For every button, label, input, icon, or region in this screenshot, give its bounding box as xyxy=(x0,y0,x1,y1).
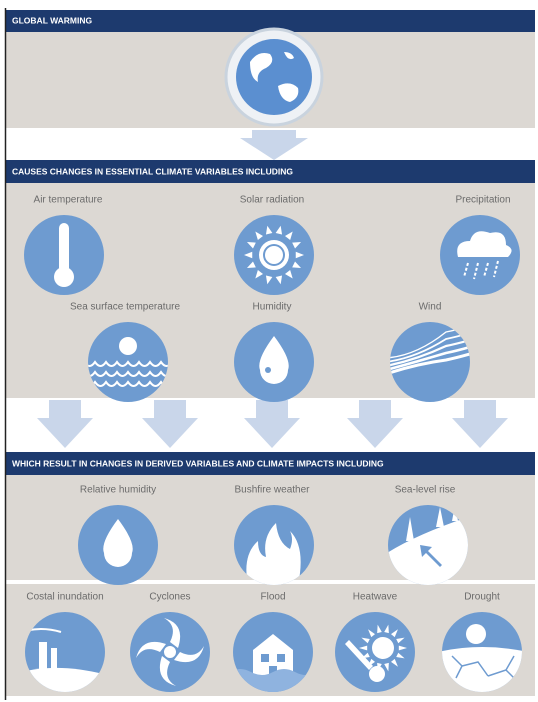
sun xyxy=(119,337,137,355)
house xyxy=(253,634,293,676)
continent xyxy=(250,52,299,102)
land xyxy=(25,667,105,692)
icon-label: Heatwave xyxy=(353,592,398,603)
section-title: CAUSES CHANGES IN ESSENTIAL CLIMATE VARI… xyxy=(12,166,293,176)
header-bar xyxy=(5,10,535,32)
icon-label: Air temperature xyxy=(34,195,103,206)
icon xyxy=(233,634,313,692)
icon-label: Sea-level rise xyxy=(395,485,456,496)
bulb xyxy=(369,666,385,682)
cloud xyxy=(457,231,512,257)
icon-label: Bushfire weather xyxy=(234,485,310,496)
icon-label: Costal inundation xyxy=(26,592,103,603)
icon-label: Flood xyxy=(260,592,285,603)
section-title: WHICH RESULT IN CHANGES IN DERIVED VARIA… xyxy=(12,458,384,468)
arrow xyxy=(37,400,93,448)
thermometer xyxy=(345,640,373,670)
icon xyxy=(88,337,168,387)
sun-rays xyxy=(359,624,407,672)
cracks xyxy=(451,655,517,681)
arrow xyxy=(452,400,508,448)
icon xyxy=(136,618,204,686)
icon xyxy=(54,223,74,287)
globe xyxy=(236,39,312,115)
icon xyxy=(25,628,105,692)
sun-inner xyxy=(265,246,283,264)
arrow xyxy=(244,400,300,448)
flame xyxy=(246,523,301,585)
header-bar xyxy=(5,452,535,475)
arrow xyxy=(142,400,198,448)
wind xyxy=(390,352,470,376)
wave xyxy=(88,360,168,367)
cyclone xyxy=(136,618,204,686)
rain xyxy=(463,260,499,280)
icon xyxy=(103,519,133,567)
highlight xyxy=(265,367,271,373)
wave xyxy=(88,380,168,387)
arrow xyxy=(347,400,403,448)
icon xyxy=(259,336,289,384)
icon-label: Relative humidity xyxy=(80,485,156,496)
icon-label: Humidity xyxy=(253,302,292,313)
icon xyxy=(388,505,468,585)
icon xyxy=(246,523,301,585)
arrow xyxy=(240,130,308,160)
icon-label: Precipitation xyxy=(455,195,510,206)
thermometer xyxy=(59,223,69,273)
icon-label: Cyclones xyxy=(149,592,190,603)
wind xyxy=(390,345,470,372)
wave xyxy=(25,628,62,633)
icon-label: Sea surface temperature xyxy=(70,302,180,313)
header-title: GLOBAL WARMING xyxy=(12,15,93,25)
bulb xyxy=(54,267,74,287)
icon-label: Wind xyxy=(419,302,442,313)
sun xyxy=(466,624,486,644)
icon xyxy=(457,231,512,280)
header-bar xyxy=(5,160,535,183)
windows xyxy=(261,654,285,676)
drop xyxy=(103,519,133,567)
icon xyxy=(345,624,407,682)
trees xyxy=(406,505,458,541)
icon-label: Drought xyxy=(464,592,500,603)
wind xyxy=(390,338,470,368)
sun xyxy=(372,637,394,659)
icon xyxy=(244,225,304,285)
wave xyxy=(88,370,168,377)
buildings xyxy=(39,642,57,670)
arrow-up xyxy=(420,545,442,567)
water xyxy=(233,669,313,692)
icon-label: Solar radiation xyxy=(240,195,304,206)
